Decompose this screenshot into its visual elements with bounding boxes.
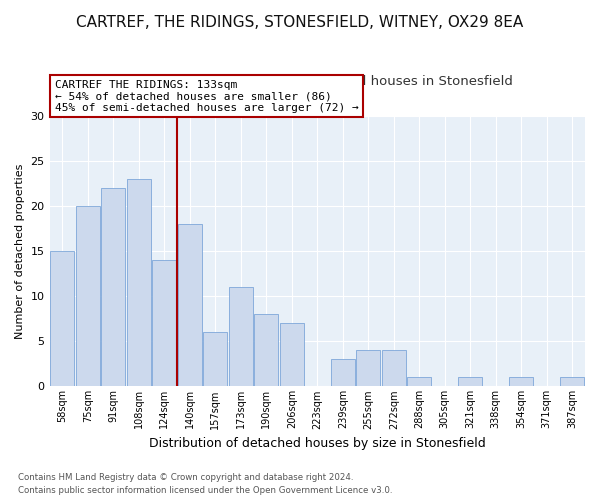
Bar <box>178 224 202 386</box>
Bar <box>254 314 278 386</box>
X-axis label: Distribution of detached houses by size in Stonesfield: Distribution of detached houses by size … <box>149 437 485 450</box>
Bar <box>509 378 533 386</box>
Y-axis label: Number of detached properties: Number of detached properties <box>15 164 25 338</box>
Bar <box>76 206 100 386</box>
Title: Size of property relative to detached houses in Stonesfield: Size of property relative to detached ho… <box>121 75 513 88</box>
Bar <box>127 179 151 386</box>
Text: Contains HM Land Registry data © Crown copyright and database right 2024.
Contai: Contains HM Land Registry data © Crown c… <box>18 474 392 495</box>
Text: CARTREF, THE RIDINGS, STONESFIELD, WITNEY, OX29 8EA: CARTREF, THE RIDINGS, STONESFIELD, WITNE… <box>76 15 524 30</box>
Text: CARTREF THE RIDINGS: 133sqm
← 54% of detached houses are smaller (86)
45% of sem: CARTREF THE RIDINGS: 133sqm ← 54% of det… <box>55 80 359 113</box>
Bar <box>356 350 380 386</box>
Bar <box>331 360 355 386</box>
Bar <box>458 378 482 386</box>
Bar <box>229 287 253 386</box>
Bar <box>152 260 176 386</box>
Bar <box>560 378 584 386</box>
Bar <box>50 251 74 386</box>
Bar <box>101 188 125 386</box>
Bar <box>203 332 227 386</box>
Bar <box>407 378 431 386</box>
Bar <box>382 350 406 386</box>
Bar <box>280 323 304 386</box>
